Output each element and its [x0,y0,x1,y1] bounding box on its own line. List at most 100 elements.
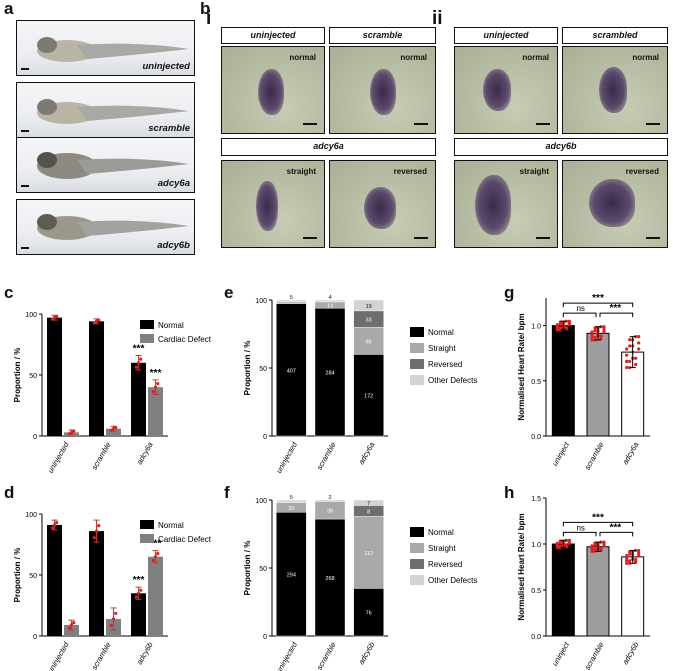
x-tick-label: uninjected [46,640,71,671]
y-tick-label: 1.0 [531,542,541,549]
heart-image: normal [221,46,325,134]
phenotype-label: normal [289,53,316,62]
data-point [67,626,71,630]
data-point [134,365,138,369]
y-tick-label: 50 [29,373,37,380]
data-point [628,559,632,563]
scale-bar [21,130,29,132]
legend-label: Normal [158,321,184,330]
chart-f: 0 50 100 Proportion / % 294 20 5 uninjected 268 3… [243,495,477,671]
stacked-bar-segment [314,518,346,637]
data-point [625,365,629,370]
scale-bar [646,237,660,239]
stacked-bar-segment [276,303,307,437]
legend-swatch [410,327,424,337]
stacked-bar-segment [314,299,346,302]
legend-label: Other Defects [428,376,477,385]
heart-image: normal [329,46,436,134]
significance-bracket [599,312,634,318]
legend-swatch [410,359,424,369]
phenotype-label: straight [286,167,316,176]
fish-image-adcy6a: adcy6a [16,137,195,193]
legend-label: Cardiac Defect [158,335,212,344]
data-point [590,338,594,342]
data-point [590,544,594,548]
data-point [590,333,594,337]
data-point [602,330,606,334]
legend-swatch [410,575,424,585]
count-label: 112 [364,551,373,557]
data-point [94,529,99,533]
chart-g: 0.0 0.5 1.0 Normalised Heart Rate/ bpm uninj… [517,293,650,471]
count-label: 5 [290,295,293,301]
bar [89,321,104,436]
y-tick-label: 0.5 [531,588,541,595]
legend-swatch [410,527,424,537]
heart-image: straight [454,160,558,248]
legend-swatch [410,559,424,569]
data-point [151,558,155,562]
scale-bar [536,123,550,125]
stacked-bar-segment [276,299,307,302]
stacked-bar-segment [276,512,307,637]
significance-label: *** [609,303,621,314]
significance-bracket [599,531,634,537]
legend-swatch [140,320,154,329]
legend-swatch [140,534,154,543]
heart-image: normal [454,46,558,134]
count-label: 4 [328,295,331,301]
phenotype-label: reversed [625,167,659,176]
count-label: 294 [287,573,296,579]
data-point [599,337,603,341]
significance-label: *** [609,522,621,533]
y-axis-label: Proportion / % [13,348,22,403]
count-label: 76 [366,611,372,617]
data-point [111,617,116,621]
heart-image: reversed [562,160,668,248]
x-tick-label: scramble [583,641,606,671]
stacked-bar-segment [314,307,346,437]
stacked-bar-segment [353,299,384,312]
panel-label-e: e [224,283,234,302]
data-point [590,335,594,339]
fish-label: uninjected [142,61,190,72]
data-point [628,359,632,363]
legend-label: Reversed [428,360,462,369]
heart-image: reversed [329,160,436,248]
panel-label-b: b [200,0,211,18]
chart-e: 0 50 100 Proportion / % 407 5 uninjected 284 14 4… [243,295,477,475]
chart-c: 0 50 100 Proportion / % uninjected scramble **… [13,312,212,475]
y-tick-label: 0.0 [531,634,541,641]
y-tick-label: 0.5 [531,379,541,386]
y-axis-label: Proportion / % [243,541,252,596]
y-tick-label: 100 [25,512,37,519]
significance-label: *** [592,293,604,304]
y-axis-label: Normalised Heart Rate/ bpm [517,513,526,620]
scale-bar [646,123,660,125]
data-point [72,429,76,433]
data-point [602,325,606,329]
data-point [628,344,632,348]
fish-image-adcy6b: adcy6b [16,199,195,255]
y-axis-label: Normalised Heart Rate/ bpm [517,313,526,420]
data-point [55,314,59,319]
bar [89,531,104,636]
phenotype-label: normal [522,53,549,62]
x-tick-label: scramble [315,441,338,472]
legend-swatch [410,543,424,553]
significance-bracket [562,521,634,527]
legend-label: Straight [428,344,456,353]
data-point [52,523,57,527]
x-tick-label: adcy6a [135,441,155,466]
heart-stain [364,187,396,229]
data-point [625,359,629,363]
x-tick-label: uninjected [46,440,71,475]
bar [551,543,575,637]
legend-label: Cardiac Defect [158,535,212,544]
significance-label: *** [133,343,145,354]
panel-label-d: d [4,483,15,502]
header-uninjected: uninjected [454,27,558,44]
y-tick-label: 0 [263,634,267,641]
data-point [564,543,568,548]
y-tick-label: 1.0 [531,324,541,331]
